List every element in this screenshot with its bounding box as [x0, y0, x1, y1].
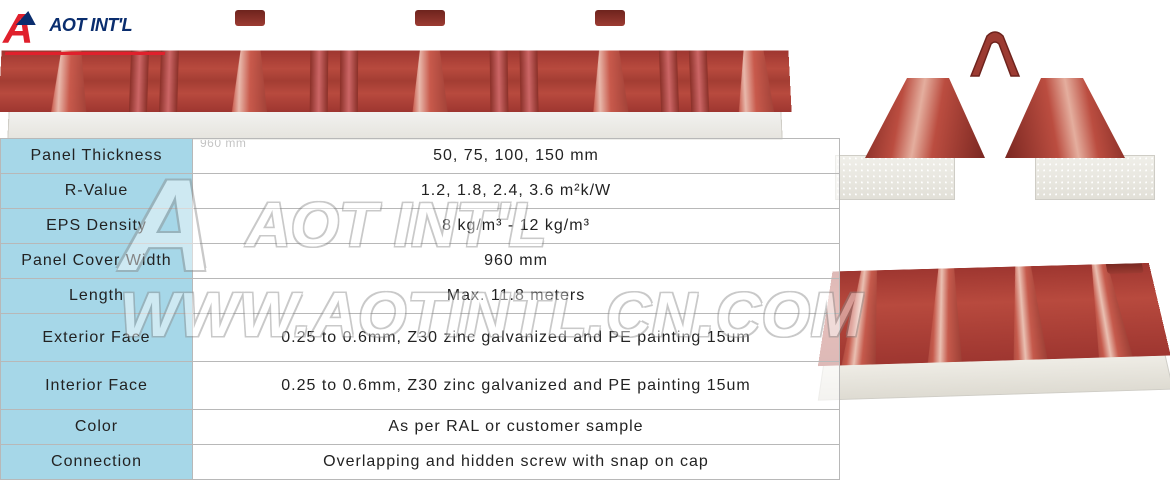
spec-value: Max. 11.8 meters — [193, 279, 840, 314]
mini-rib — [659, 50, 679, 112]
spec-value: 50, 75, 100, 150 mm — [193, 139, 840, 174]
spec-value: 1.2, 1.8, 2.4, 3.6 m²k/W — [193, 174, 840, 209]
mini-rib — [519, 50, 538, 112]
rib — [34, 50, 108, 112]
joint-right — [995, 70, 1155, 200]
table-row: ColorAs per RAL or customer sample — [1, 410, 840, 445]
spec-label: Panel Cover Width — [1, 244, 193, 279]
spec-table: Panel Thickness50, 75, 100, 150 mmR-Valu… — [0, 138, 840, 480]
rib — [1069, 263, 1146, 358]
mini-rib — [310, 50, 329, 112]
foam-core — [835, 155, 955, 200]
spec-value: As per RAL or customer sample — [193, 410, 840, 445]
ridge-cap — [415, 10, 445, 26]
table-row: EPS Density8 kg/m³ - 12 kg/m³ — [1, 209, 840, 244]
foam-core — [7, 110, 782, 140]
rib-profile — [1005, 78, 1125, 158]
spec-value: 8 kg/m³ - 12 kg/m³ — [193, 209, 840, 244]
right-illustrations — [820, 0, 1170, 500]
mini-rib — [490, 50, 509, 112]
mini-rib — [340, 50, 358, 112]
spec-value: 960 mm — [193, 244, 840, 279]
table-row: R-Value1.2, 1.8, 2.4, 3.6 m²k/W — [1, 174, 840, 209]
spec-label: Interior Face — [1, 362, 193, 410]
logo-text: AOT INT'L — [49, 15, 132, 36]
spec-label: Color — [1, 410, 193, 445]
spec-label: Panel Thickness — [1, 139, 193, 174]
rib — [995, 263, 1061, 361]
table-row: Exterior Face0.25 to 0.6mm, Z30 zinc gal… — [1, 314, 840, 362]
table-row: LengthMax. 11.8 meters — [1, 279, 840, 314]
table-row: ConnectionOverlapping and hidden screw w… — [1, 445, 840, 480]
spec-label: Exterior Face — [1, 314, 193, 362]
table-row: Panel Thickness50, 75, 100, 150 mm — [1, 139, 840, 174]
joint-left — [835, 70, 995, 200]
rib — [718, 50, 792, 112]
ridge-cap — [235, 10, 265, 26]
snap-cap-icon — [965, 30, 1025, 80]
foam-core — [1035, 155, 1155, 200]
mini-rib — [129, 50, 149, 112]
spec-label: Length — [1, 279, 193, 314]
spec-label: R-Value — [1, 174, 193, 209]
ridge-cap — [595, 10, 625, 26]
rib — [574, 50, 646, 112]
joint-detail-illustration — [840, 30, 1150, 200]
rib — [214, 50, 286, 112]
logo-mark: A — [3, 5, 31, 53]
rib-profile — [865, 78, 985, 158]
table-row: Panel Cover Width960 mm — [1, 244, 840, 279]
spec-label: EPS Density — [1, 209, 193, 244]
ridge-cap — [1105, 263, 1144, 274]
rib — [395, 50, 465, 112]
spec-label: Connection — [1, 445, 193, 480]
steel-sheet — [0, 50, 792, 112]
spec-value: Overlapping and hidden screw with snap o… — [193, 445, 840, 480]
spec-value: 0.25 to 0.6mm, Z30 zinc galvanized and P… — [193, 362, 840, 410]
logo-underline — [5, 52, 166, 55]
steel-sheet — [818, 263, 1170, 366]
brand-logo: A AOT INT'L — [3, 5, 132, 53]
spec-value: 0.25 to 0.6mm, Z30 zinc galvanized and P… — [193, 314, 840, 362]
rib — [914, 263, 975, 363]
mini-rib — [159, 50, 179, 112]
mini-rib — [689, 50, 709, 112]
table-row: Interior Face0.25 to 0.6mm, Z30 zinc gal… — [1, 362, 840, 410]
panel-perspective-illustration — [820, 220, 1170, 410]
